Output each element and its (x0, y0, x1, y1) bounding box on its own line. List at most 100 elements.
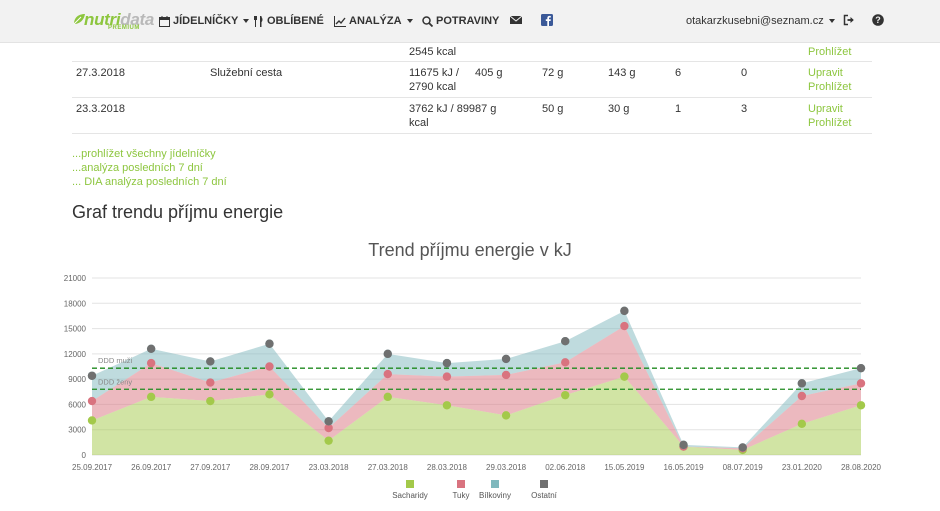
legend-label: Sacharidy (392, 491, 428, 500)
dia-analysis-link[interactable]: ... DIA analýza posledních 7 dní (72, 176, 227, 188)
data-point (856, 363, 866, 373)
data-point (501, 370, 511, 380)
data-point (442, 372, 452, 381)
caret-down-icon (243, 19, 250, 23)
user-menu[interactable]: otakarzkusebni@seznam.cz (686, 15, 835, 27)
count-cell: 1 (675, 103, 682, 115)
protein-cell: 30 g (608, 103, 630, 115)
chart-svg: Trend příjmu energie v kJ 0 3000 6000 9000 12… (64, 240, 882, 500)
date-cell: 23.3.2018 (76, 103, 125, 115)
facebook-icon[interactable] (541, 14, 553, 26)
data-point (561, 337, 570, 346)
y-tick-label: 15000 (64, 325, 87, 334)
data-point (87, 371, 97, 380)
data-point (620, 306, 629, 316)
reference-line-label: DDD ženy (98, 377, 132, 386)
data-point (146, 344, 156, 353)
x-tick-label: 28.09.2017 (249, 463, 290, 472)
data-point (146, 358, 156, 368)
actions-cell: Upravit Prohlížet (808, 66, 851, 94)
nav-oblibene[interactable]: OBLÍBENÉ (254, 15, 324, 27)
carbs-cell: 405 g (475, 67, 503, 79)
data-point (679, 440, 688, 450)
energy-cell: 11675 kJ / 2790 kcal (409, 66, 459, 94)
actions-cell: Upravit Prohlížet (808, 102, 851, 130)
data-point (620, 321, 629, 331)
x-tick-label: 25.09.2017 (72, 463, 113, 472)
data-point (501, 354, 511, 364)
y-tick-label: 9000 (68, 375, 86, 384)
legend-swatch (406, 480, 414, 488)
data-point (797, 391, 807, 401)
data-point (383, 349, 392, 359)
legend-label: Ostatní (531, 491, 558, 500)
x-tick-label: 27.09.2017 (190, 463, 231, 472)
protein-cell: 143 g (608, 67, 636, 79)
legend-swatch (540, 480, 548, 488)
nav-potraviny-label: POTRAVINY (436, 15, 500, 27)
table-row: 23.3.2018 3762 kJ / 899 kcal 87 g 50 g 30… (72, 98, 872, 134)
table-row: 27.3.2018 Služební cesta 11675 kJ / 2790 … (72, 62, 872, 98)
data-point (265, 339, 274, 348)
leaf-icon (73, 14, 85, 25)
data-point (265, 362, 274, 371)
count-cell: 0 (741, 67, 748, 79)
energy-cell: 2545 kcal (409, 46, 457, 58)
navbar: nutridata PREMIUM JÍDELNÍČKY OBLÍBENÉ AN… (0, 0, 940, 43)
nav-potraviny[interactable]: POTRAVINY (422, 15, 499, 27)
y-tick-label: 12000 (64, 350, 87, 359)
view-link[interactable]: Prohlížet (808, 46, 852, 58)
data-point (442, 401, 452, 410)
help-icon[interactable]: ? (872, 14, 884, 26)
caret-down-icon (828, 19, 835, 23)
area-bílkoviny (92, 310, 861, 449)
logo-subtitle: PREMIUM (108, 25, 140, 31)
energy-kcal: kcal (409, 117, 429, 129)
date-cell: 27.3.2018 (76, 67, 125, 79)
x-tick-label: 28.08.2020 (841, 463, 882, 472)
svg-text:?: ? (875, 15, 881, 25)
logout-icon[interactable] (843, 14, 855, 26)
chart-title: Trend příjmu energie v kJ (368, 240, 571, 260)
carbs-cell: 87 g (475, 103, 497, 115)
section-title: Graf trendu příjmu energie (72, 202, 284, 222)
data-point (87, 416, 97, 425)
edit-link[interactable]: Upravit (808, 67, 843, 79)
data-point (383, 369, 392, 379)
view-link[interactable]: Prohlížet (808, 117, 852, 129)
count-cell: 6 (675, 67, 682, 79)
calendar-icon (159, 15, 170, 27)
caret-down-icon (406, 19, 413, 23)
analysis-7-days-link[interactable]: ...analýza posledních 7 dní (72, 162, 203, 174)
data-point (265, 390, 274, 399)
data-point (561, 390, 570, 400)
nav-oblibene-label: OBLÍBENÉ (267, 15, 324, 27)
fat-cell: 72 g (542, 67, 564, 79)
data-point (561, 358, 570, 367)
y-tick-label: 21000 (64, 274, 87, 283)
data-point (87, 396, 97, 406)
nav-jidelnicky[interactable]: JÍDELNÍČKY (159, 15, 250, 27)
energy-kj: 3762 kJ / 899 (409, 103, 476, 115)
x-tick-label: 23.01.2020 (782, 463, 823, 472)
view-link[interactable]: Prohlížet (808, 81, 852, 93)
legend-swatch (457, 480, 465, 488)
logo-text: nutridata (84, 10, 155, 29)
table-row: 2545 kcal Prohlížet (72, 43, 872, 62)
x-tick-label: 26.09.2017 (131, 463, 172, 472)
data-point (146, 392, 156, 402)
envelope-icon[interactable] (510, 14, 522, 26)
energy-kcal: 2790 kcal (409, 81, 457, 93)
y-tick-label: 3000 (68, 426, 86, 435)
legend-label: Tuky (452, 491, 469, 500)
all-menus-link[interactable]: ...prohlížet všechny jídelníčky (72, 148, 216, 160)
data-point (206, 357, 215, 366)
energy-trend-chart: Trend příjmu energie v kJ 0 3000 6000 9000 12… (0, 232, 940, 511)
line-chart-icon (334, 15, 346, 27)
x-tick-label: 29.03.2018 (486, 463, 527, 472)
nav-analyza[interactable]: ANALÝZA (334, 15, 413, 27)
data-point (206, 396, 215, 406)
edit-link[interactable]: Upravit (808, 103, 843, 115)
name-cell: Služební cesta (210, 67, 283, 79)
x-tick-label: 15.05.2019 (604, 463, 645, 472)
